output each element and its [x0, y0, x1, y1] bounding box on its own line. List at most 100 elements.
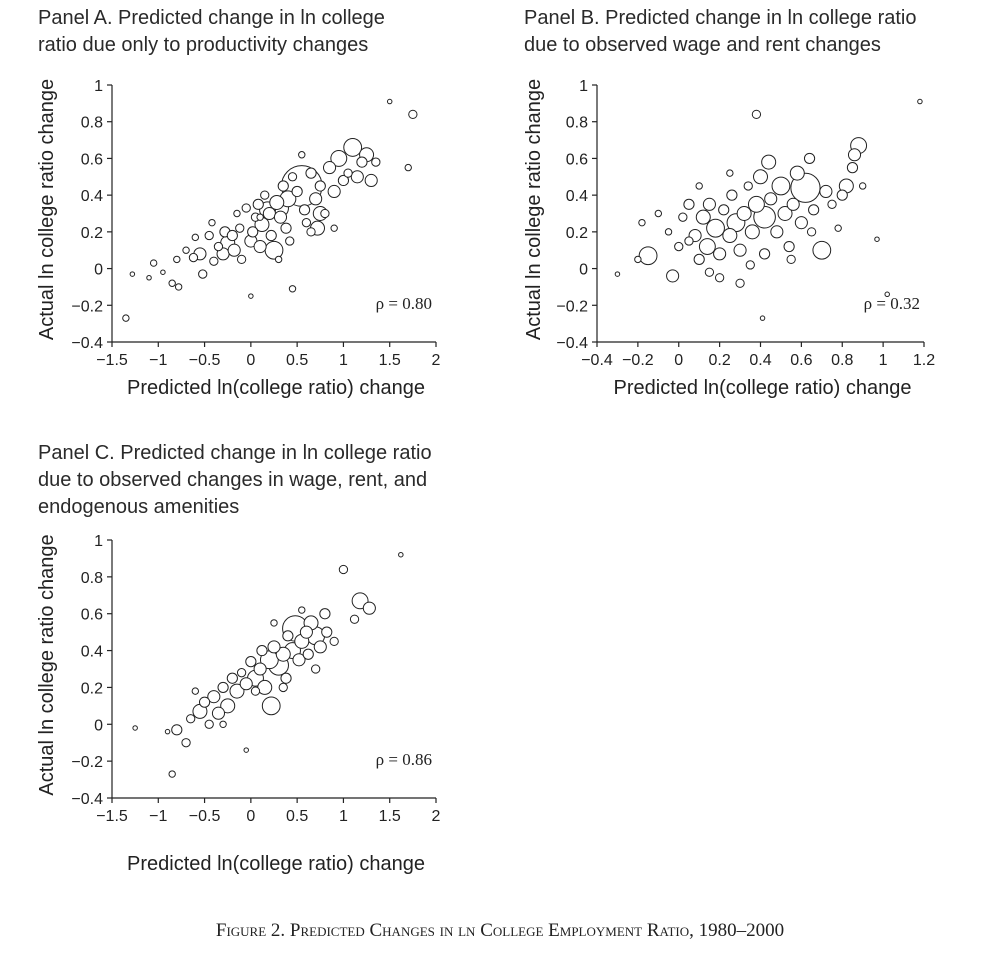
- panel-b-data-point: [759, 315, 766, 321]
- panel-c-y-tick-label: −0.4: [71, 791, 103, 808]
- panel-b-data-point: [803, 152, 816, 165]
- panel-c-data-point: [226, 672, 238, 684]
- panel-a-data-point: [273, 210, 288, 224]
- figure-caption: Figure 2. Predicted Changes in ln Colleg…: [0, 920, 1000, 942]
- panel-b-y-tick-label: 0.6: [566, 151, 588, 168]
- panel-a-y-tick-label: 0.6: [81, 151, 103, 168]
- panel-c-data-point: [132, 725, 138, 731]
- panel-a-data-point: [235, 223, 245, 233]
- panel-b-y-tick-label: 1: [579, 78, 588, 95]
- panel-b-data-point: [718, 204, 730, 216]
- panel-c-data-point: [398, 551, 404, 558]
- panel-b-data-point: [638, 218, 646, 227]
- panel-c-title: Panel C. Predicted change in ln college …: [38, 440, 432, 521]
- panel-b-x-axis-title: Predicted ln(college ratio) change: [614, 377, 912, 399]
- panel-a-data-point: [330, 149, 348, 167]
- panel-b-chart: −0.4 −0.2 0 0.2 0.4 0.6 0.8 1 −0.4 −0.2 0 0.2 0.4 0.6…: [523, 78, 935, 399]
- panel-a-data-point: [301, 218, 312, 228]
- panel-c-data-point: [313, 640, 327, 654]
- panel-c-y-tick-label: 0.4: [81, 644, 103, 661]
- panel-b-data-point: [743, 181, 753, 191]
- panel-a-data-point: [350, 170, 364, 184]
- panel-c-data-point: [243, 747, 249, 753]
- panel-b-y-tick-label: 0.2: [566, 225, 588, 242]
- panel-a-data-point: [269, 194, 285, 210]
- panel-a-data-point: [213, 241, 224, 252]
- panel-b-x-tick-label: 0.4: [749, 352, 771, 369]
- panel-b-data-point: [806, 227, 817, 237]
- panel-a-y-tick-label: −0.4: [71, 335, 103, 352]
- panel-c-data-point: [211, 706, 226, 720]
- panel-a-title-line-2: ratio due only to productivity changes: [38, 34, 369, 56]
- panel-c-data-point: [198, 696, 211, 708]
- panel-a-x-tick-label: 2: [432, 352, 441, 369]
- panel-b-data-point: [678, 212, 688, 222]
- panel-a-data-point: [146, 275, 152, 281]
- panel-a-data-point: [248, 293, 254, 299]
- panel-a-data-point: [204, 230, 214, 241]
- panel-a-data-point: [262, 206, 276, 221]
- panel-a-y-tick-label: 0.2: [81, 225, 103, 242]
- panel-a-data-point: [327, 184, 341, 199]
- panel-b-x-tick-label: 0.6: [790, 352, 812, 369]
- panel-c-data-point: [181, 738, 191, 748]
- panel-b-data-point: [683, 198, 695, 210]
- panel-a-data-point: [291, 185, 303, 198]
- panel-c-data-point: [280, 672, 292, 684]
- panel-b-correlation-label: ρ = 0.32: [864, 294, 920, 313]
- panel-a-y-tick-label: 0: [94, 262, 103, 279]
- panel-a-x-tick-label: 0: [246, 352, 255, 369]
- panel-a-y-tick-label: 1: [94, 78, 103, 95]
- panel-c-y-tick-label: 0.6: [81, 607, 103, 624]
- panel-c-x-tick-label: −1.5: [96, 808, 128, 825]
- figure-caption-text: Figure 2. Predicted Changes in ln Colleg…: [215, 920, 785, 941]
- panel-b-y-tick-label: 0.4: [566, 188, 588, 205]
- panel-c-x-tick-label: −0.5: [189, 808, 221, 825]
- panel-b-data-point: [777, 206, 793, 221]
- panel-b-x-tick-label: 1.2: [913, 352, 935, 369]
- panel-b-data-point: [614, 271, 621, 277]
- panel-a-chart: −0.4 −0.2 0 0.2 0.4 0.6 0.8 1 −1.5 −1 −0.5 0 0.5 1 1.5…: [36, 78, 441, 399]
- panel-a-y-tick-label: 0.8: [81, 115, 103, 132]
- panel-b-data-point: [733, 243, 747, 257]
- panel-a-correlation-label: ρ = 0.80: [376, 294, 432, 313]
- panel-b-data-point: [706, 218, 725, 238]
- panel-c-data-point: [236, 668, 247, 678]
- panel-a-data-point: [309, 192, 323, 206]
- panel-c-data-point: [292, 653, 306, 667]
- panel-b-data-point: [747, 195, 765, 213]
- panel-b-data-point: [674, 241, 684, 252]
- panel-b-data-point: [758, 248, 771, 260]
- panel-b-title: Panel B. Predicted change in ln college …: [524, 5, 916, 59]
- panel-b-x-tick-label: 1: [879, 352, 888, 369]
- panel-c-title-line-2: due to observed changes in wage, rent, a…: [38, 469, 428, 491]
- panel-c-data-point: [220, 698, 236, 714]
- panel-b-title-line-1: Panel B. Predicted change in ln college …: [524, 7, 917, 29]
- panel-c-data-point: [164, 728, 171, 735]
- panel-b-y-tick-label: −0.2: [556, 298, 588, 315]
- panel-a-data-point: [233, 209, 241, 218]
- panel-a-data-point: [241, 203, 251, 213]
- panel-b-y-tick-label: 0.8: [566, 115, 588, 132]
- panel-b-y-tick-label: 0: [579, 262, 588, 279]
- panel-c-data-point: [298, 606, 306, 614]
- panel-c-data-point: [207, 690, 221, 704]
- panel-c-data-point: [362, 601, 376, 615]
- panel-c-chart: −0.4 −0.2 0 0.2 0.4 0.6 0.8 1 −1.5 −1 −0.5 0 0.5 1 1.5…: [36, 533, 441, 875]
- panel-c-y-axis-title: Actual ln college ratio change: [36, 534, 58, 795]
- panel-a-data-point: [256, 213, 264, 221]
- panel-b-data-point: [638, 246, 658, 266]
- panel-a-data-point: [252, 198, 264, 210]
- panel-b-data-point: [884, 291, 890, 298]
- panel-a-data-point: [287, 172, 298, 182]
- panel-a-data-point: [173, 255, 181, 264]
- panel-c-x-tick-label: −1: [149, 808, 167, 825]
- panel-c-data-point: [250, 686, 261, 696]
- panel-a-data-point: [305, 167, 317, 179]
- panel-a-x-tick-label: −1.5: [96, 352, 128, 369]
- panel-b-data-point: [713, 247, 727, 261]
- panel-c-data-point: [219, 720, 227, 728]
- panel-a-data-point: [208, 218, 216, 227]
- panel-a-data-point: [188, 252, 199, 263]
- panel-a-data-point: [182, 246, 190, 254]
